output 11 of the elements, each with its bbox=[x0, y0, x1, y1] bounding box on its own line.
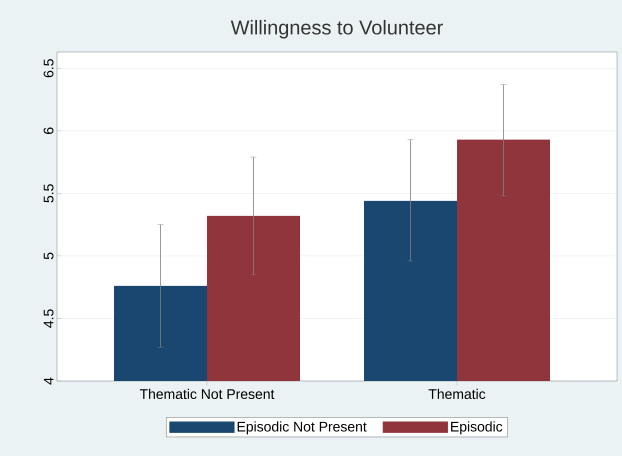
x-tick-label: Thematic Not Present bbox=[140, 388, 274, 400]
y-tick-label: 6.5 bbox=[44, 59, 54, 78]
y-tick-label: 5 bbox=[44, 252, 54, 260]
y-tick-label: 5.5 bbox=[44, 184, 54, 202]
y-tick-label: 4.5 bbox=[44, 309, 54, 328]
y-tick-label: 6 bbox=[44, 128, 54, 134]
y-tick-label: 4 bbox=[44, 378, 54, 385]
legend-label: Episodic Not Present bbox=[238, 421, 367, 434]
x-tick-label: Thematic bbox=[428, 388, 486, 400]
chart-title: Willingness to Volunteer bbox=[230, 20, 443, 39]
legend-label: Episodic bbox=[451, 421, 502, 434]
